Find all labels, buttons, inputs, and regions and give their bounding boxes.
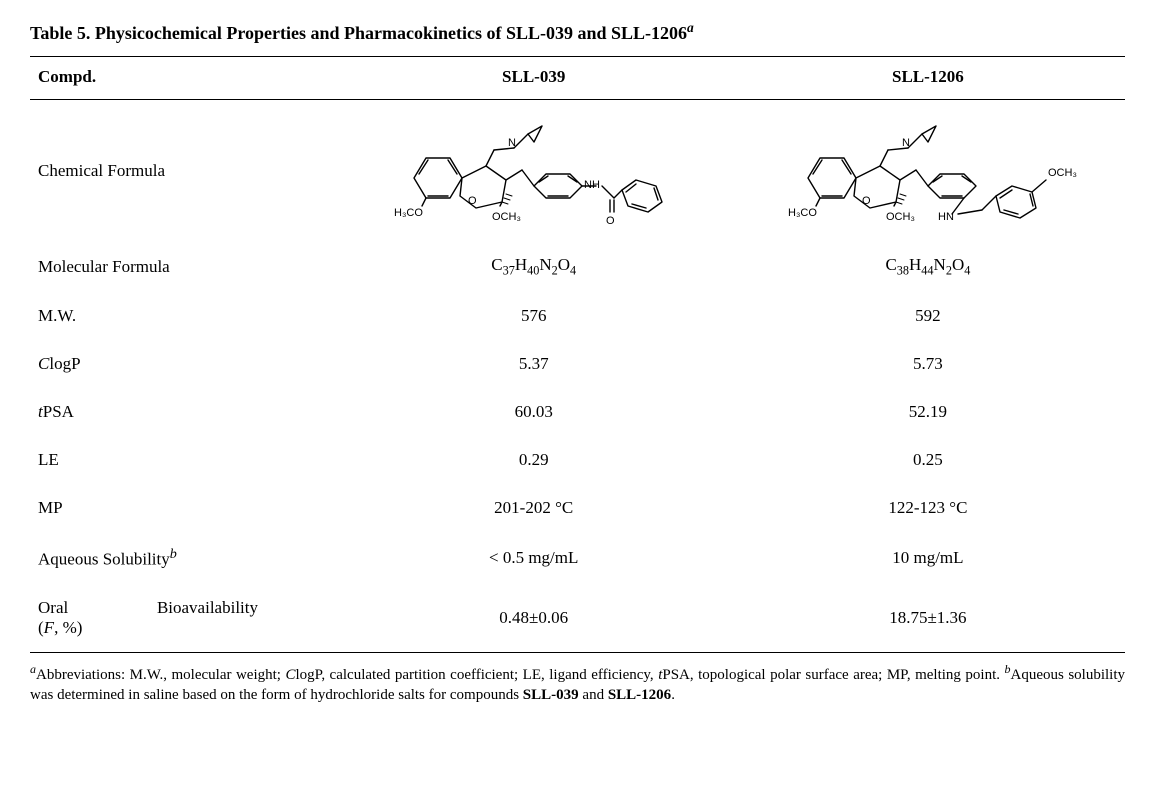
table-row: MP201-202 °C122-123 °C xyxy=(30,484,1125,532)
cell-sll1206: 122-123 °C xyxy=(731,484,1125,532)
header-sll1206: SLL-1206 xyxy=(731,57,1125,100)
title-superscript: a xyxy=(687,20,694,35)
row-label: tPSA xyxy=(30,388,337,436)
table-row: OralBioavailability(F, %)0.48±0.0618.75±… xyxy=(30,584,1125,653)
svg-text:H₃CO: H₃CO xyxy=(788,207,817,219)
title-text: Table 5. Physicochemical Properties and … xyxy=(30,23,687,43)
row-label: M.W. xyxy=(30,292,337,340)
header-row: Compd. SLL-039 SLL-1206 xyxy=(30,57,1125,100)
cell-sll1206: 18.75±1.36 xyxy=(731,584,1125,653)
table-row: Aqueous Solubilityb< 0.5 mg/mL10 mg/mL xyxy=(30,532,1125,584)
table-body: Chemical Formula H₃CO O xyxy=(30,100,1125,653)
structure-sll1206: H₃CO O OCH₃ N HN xyxy=(768,108,1088,228)
row-label: OralBioavailability(F, %) xyxy=(30,584,337,653)
cell-sll1206: 5.73 xyxy=(731,340,1125,388)
svg-text:HN: HN xyxy=(938,211,954,223)
cell-sll039: 576 xyxy=(337,292,731,340)
table-row: Molecular FormulaC37H40N2O4C38H44N2O4 xyxy=(30,241,1125,292)
cell-sll039: 0.29 xyxy=(337,436,731,484)
table-row: LE0.290.25 xyxy=(30,436,1125,484)
table-title: Table 5. Physicochemical Properties and … xyxy=(30,20,1125,44)
table-row: ClogP5.375.73 xyxy=(30,340,1125,388)
cell-sll1206: H₃CO O OCH₃ N HN xyxy=(731,100,1125,242)
structure-sll039: H₃CO O OCH₃ N NH O xyxy=(374,108,694,228)
svg-text:OCH₃: OCH₃ xyxy=(1048,167,1077,179)
row-label: MP xyxy=(30,484,337,532)
cell-sll1206: C38H44N2O4 xyxy=(731,241,1125,292)
table-row: M.W.576592 xyxy=(30,292,1125,340)
cell-sll1206: 52.19 xyxy=(731,388,1125,436)
row-label: LE xyxy=(30,436,337,484)
svg-text:O: O xyxy=(606,215,615,227)
cell-sll039: 60.03 xyxy=(337,388,731,436)
cell-sll039: H₃CO O OCH₃ N NH O xyxy=(337,100,731,242)
properties-table: Compd. SLL-039 SLL-1206 Chemical Formula xyxy=(30,56,1125,653)
svg-text:OCH₃: OCH₃ xyxy=(492,211,521,223)
cell-sll1206: 10 mg/mL xyxy=(731,532,1125,584)
row-label: Aqueous Solubilityb xyxy=(30,532,337,584)
svg-text:O: O xyxy=(468,195,477,207)
cell-sll039: C37H40N2O4 xyxy=(337,241,731,292)
row-label: Chemical Formula xyxy=(30,100,337,242)
svg-text:O: O xyxy=(862,195,871,207)
svg-text:NH: NH xyxy=(584,179,600,191)
row-label: ClogP xyxy=(30,340,337,388)
svg-text:OCH₃: OCH₃ xyxy=(886,211,915,223)
cell-sll039: 5.37 xyxy=(337,340,731,388)
svg-text:N: N xyxy=(902,137,910,149)
table-footnote: aAbbreviations: M.W., molecular weight; … xyxy=(30,661,1125,706)
header-sll039: SLL-039 xyxy=(337,57,731,100)
header-compound: Compd. xyxy=(30,57,337,100)
cell-sll039: 201-202 °C xyxy=(337,484,731,532)
svg-text:H₃CO: H₃CO xyxy=(394,207,423,219)
svg-text:N: N xyxy=(508,137,516,149)
table-row: Chemical Formula H₃CO O xyxy=(30,100,1125,242)
cell-sll039: 0.48±0.06 xyxy=(337,584,731,653)
cell-sll039: < 0.5 mg/mL xyxy=(337,532,731,584)
cell-sll1206: 0.25 xyxy=(731,436,1125,484)
row-label: Molecular Formula xyxy=(30,241,337,292)
cell-sll1206: 592 xyxy=(731,292,1125,340)
table-row: tPSA60.0352.19 xyxy=(30,388,1125,436)
